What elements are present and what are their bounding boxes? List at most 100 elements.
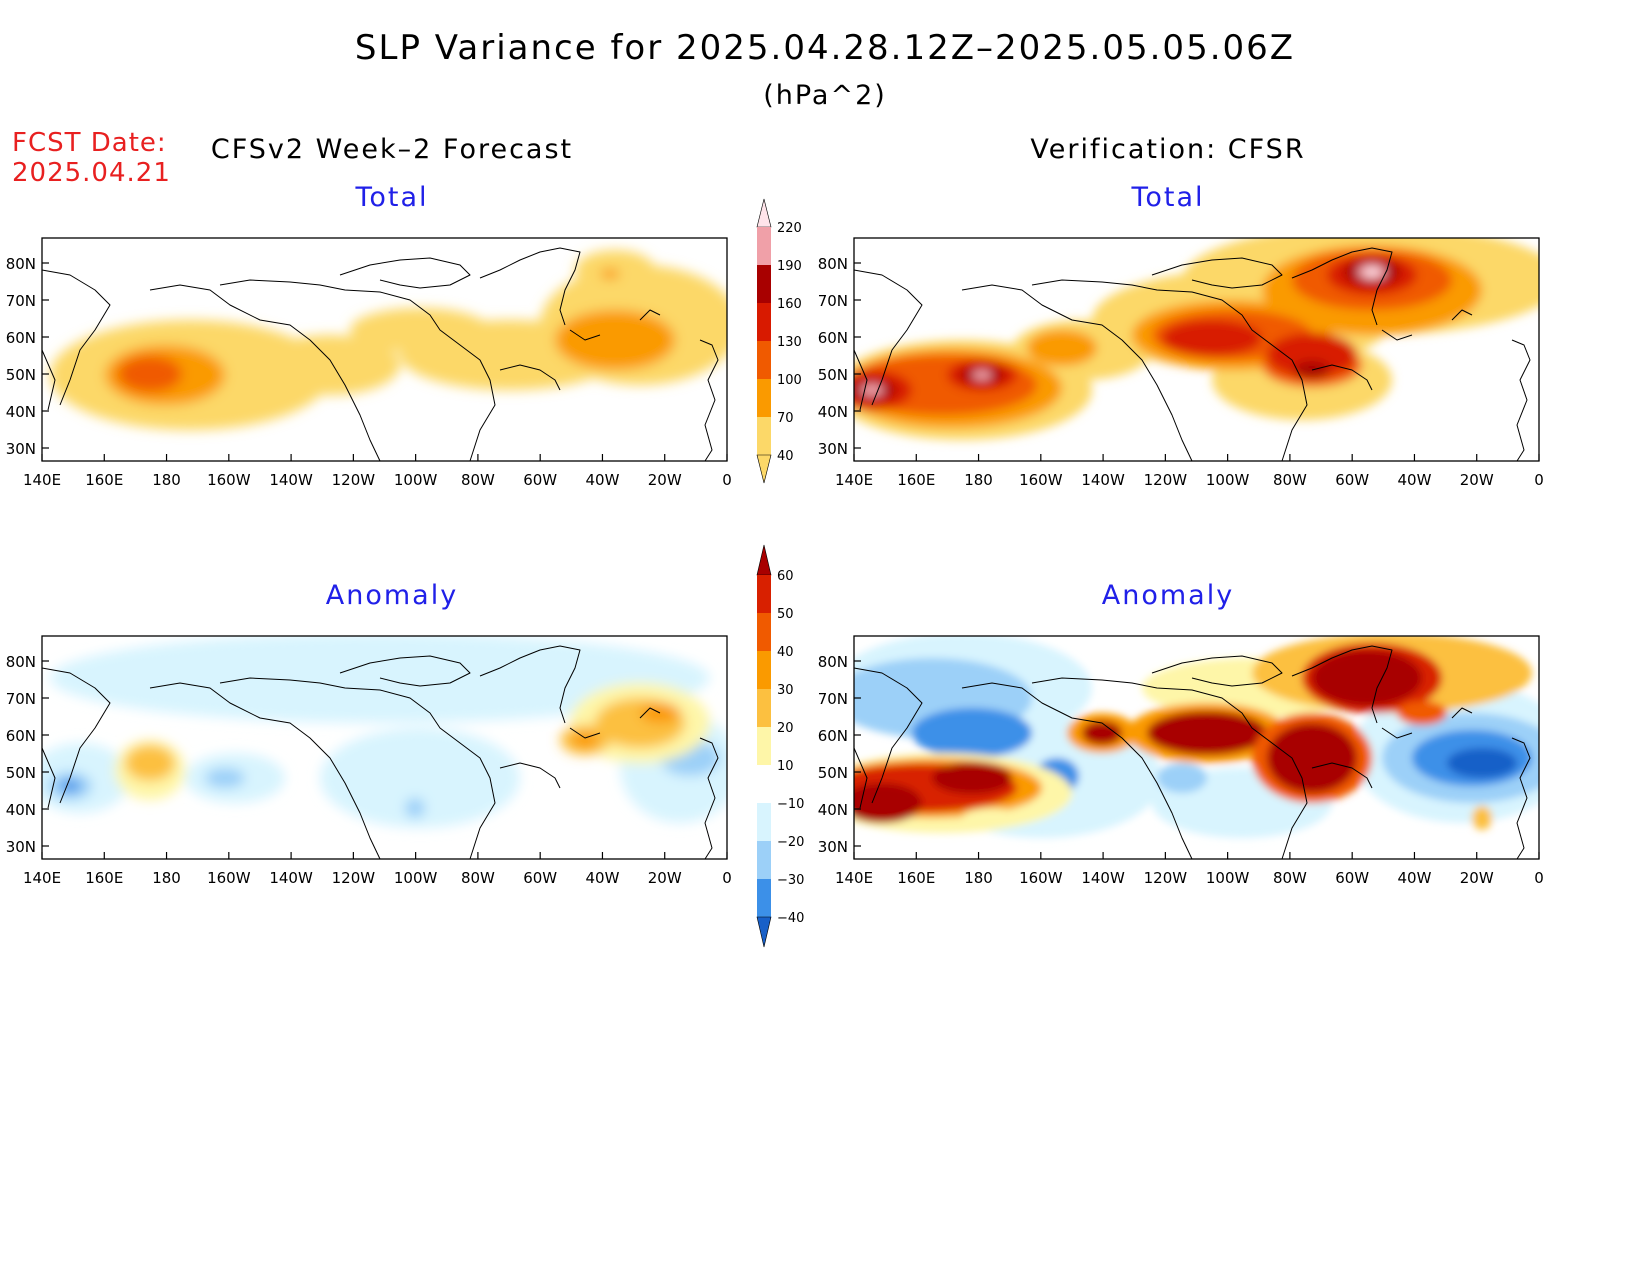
verification-column-heading: Verification: CFSR [1030,134,1306,165]
lon-label: 180 [964,869,993,887]
colorbar-swatch [757,575,771,613]
colorbar-label: 10 [777,759,794,774]
lon-label: 100W [1206,869,1250,887]
lon-label: 0 [1534,869,1544,887]
lon-label: 180 [152,471,181,489]
lat-label: 80N [818,255,848,273]
colorbar-label: −10 [777,797,804,812]
figure-title: SLP Variance for 2025.04.28.12Z–2025.05.… [354,28,1296,68]
lon-label: 40W [1397,471,1431,489]
lon-label: 80W [1273,471,1307,489]
lat-label: 30N [6,440,36,458]
colorbar-swatch [757,613,771,651]
lon-label: 160E [897,869,935,887]
colorbar-lower-end [756,916,772,948]
lon-label: 60W [523,471,557,489]
lon-label: 120W [332,869,376,887]
lon-label: 140E [835,869,873,887]
lon-label: 0 [722,869,732,887]
colorbar-swatch [757,689,771,727]
lon-label: 120W [332,471,376,489]
colorbar-swatch [757,651,771,689]
lat-label: 60N [818,329,848,347]
lat-label: 80N [6,653,36,671]
lat-label: 60N [6,727,36,745]
lat-label: 50N [818,366,848,384]
colorbar-swatch [757,879,771,917]
colorbar-swatch [757,379,771,417]
colorbar-label: 70 [777,411,794,426]
lon-label: 120W [1144,471,1188,489]
units-label: (hPa^2) [763,80,887,111]
forecast-total-map: 80N 70N 60N 50N 40N 30N 140E 160E 180 160W 140W 120… [6,237,732,489]
fcst-label: FCST Date: [12,128,167,158]
forecast-total-axes: 80N 70N 60N 50N 40N 30N 140E 160E 180 160W 140W 120… [6,255,732,489]
forecast-column-heading: CFSv2 Week–2 Forecast [210,134,574,165]
lon-label: 140W [269,471,313,489]
lon-label: 80W [461,471,495,489]
colorbar-upper-end [756,198,772,228]
colorbar-swatch [757,417,771,455]
lon-label: 80W [1273,869,1307,887]
colorbar-label: 130 [777,335,802,350]
total-colorbar: 220 190 160 130 100 70 40 [756,198,802,484]
colorbar-label: 100 [777,373,802,388]
lon-label: 180 [964,471,993,489]
colorbar-swatch [757,265,771,303]
lon-label: 0 [722,471,732,489]
forecast-total-subtitle: Total [355,182,429,213]
colorbar-swatch [757,765,771,803]
lon-label: 100W [1206,471,1250,489]
forecast-anomaly-map: 80N 70N 60N 50N 40N 30N 140E 160E 180 160W 140W 120… [6,635,732,887]
lon-label: 140W [269,869,313,887]
verification-anomaly-coastlines [853,645,1531,860]
colorbar-label: −30 [777,873,804,888]
colorbar-upper-end [756,544,772,576]
lat-label: 30N [818,440,848,458]
lon-label: 40W [585,869,619,887]
lat-label: 60N [818,727,848,745]
lon-label: 20W [1460,869,1494,887]
verification-total-subtitle: Total [1131,182,1205,213]
colorbar-label: −20 [777,835,804,850]
lat-label: 50N [6,366,36,384]
lon-label: 40W [1397,869,1431,887]
forecast-total-coastlines [41,247,719,462]
colorbar-label: 30 [777,683,794,698]
lat-label: 40N [6,801,36,819]
lon-label: 140E [23,471,61,489]
lon-label: 0 [1534,471,1544,489]
colorbar-swatch [757,841,771,879]
lon-label: 160E [85,869,123,887]
lon-label: 100W [394,869,438,887]
lat-label: 50N [818,764,848,782]
lon-label: 80W [461,869,495,887]
colorbar-swatch [757,727,771,765]
verification-anomaly-subtitle: Anomaly [1101,580,1235,611]
colorbar-label: 220 [777,221,802,236]
colorbar-label: 60 [777,569,794,584]
verification-total-shading [854,238,1539,440]
lon-label: 160E [897,471,935,489]
lat-label: 70N [818,690,848,708]
lon-label: 160W [1019,471,1063,489]
colorbar-swatch [757,341,771,379]
lat-label: 40N [818,403,848,421]
colorbar-label: 160 [777,297,802,312]
lat-label: 40N [6,403,36,421]
forecast-total-shading [50,250,727,430]
colorbar-label: −40 [777,911,804,926]
verification-total-coastlines [853,247,1531,462]
lat-label: 40N [818,801,848,819]
lon-label: 20W [648,471,682,489]
lon-label: 60W [523,869,557,887]
colorbar-lower-end [756,454,772,484]
anomaly-colorbar: 60 50 40 30 20 10 −10 −20 −30 −40 [756,544,804,948]
colorbar-label: 50 [777,607,794,622]
lat-label: 70N [6,690,36,708]
verification-anomaly-axes: 80N 70N 60N 50N 40N 30N 140E 160E 180 160W 140W 120… [818,653,1544,887]
forecast-anomaly-coastlines [41,645,719,860]
colorbar-swatch [757,227,771,265]
fcst-date: 2025.04.21 [12,158,171,188]
lon-label: 140W [1081,869,1125,887]
